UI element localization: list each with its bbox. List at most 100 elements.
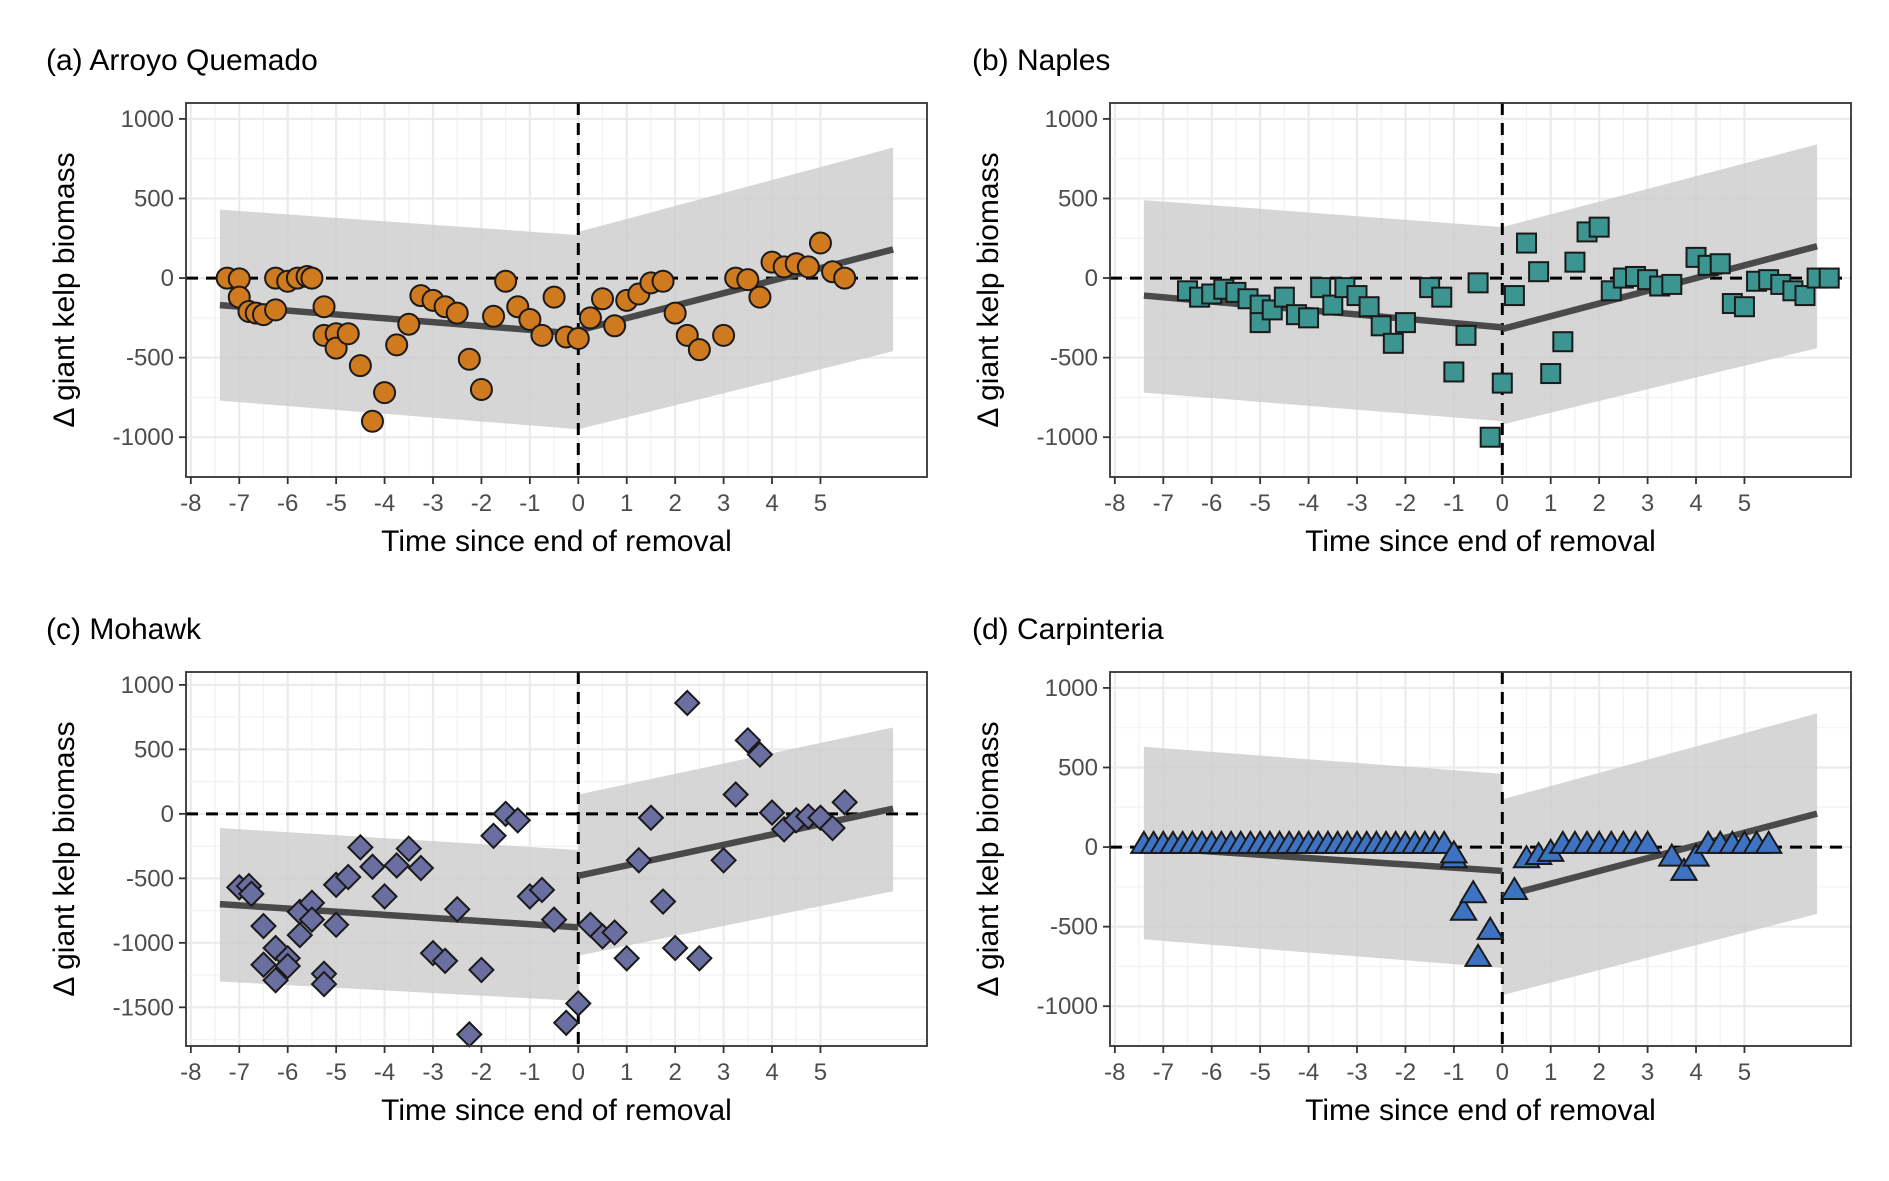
data-point [722,781,750,808]
data-point [734,726,762,754]
data-point [407,854,435,882]
data-point [673,689,701,717]
data-point [1588,216,1610,238]
x-tick-label: -1 [519,490,540,517]
panel-title: (a) Arroyo Quemado [46,44,318,77]
panel-c: -8 -7 -6 -5 -4 -3 -2 -1 0 1 2 3 4 5 -1500 -1000 -500 0 500… [46,613,928,1127]
plot-border [1109,671,1852,1047]
y-tick-label: -500 [126,345,174,372]
data-point [286,921,314,949]
data-point [300,266,324,290]
data-point [712,323,736,347]
data-point [1370,315,1392,337]
x-tick-label: -2 [1395,490,1416,517]
data-point [1669,856,1699,881]
data-point [1552,331,1574,353]
x-tick-label: -7 [1153,1059,1174,1086]
data-point [540,906,568,934]
data-points [1176,216,1840,448]
data-point [833,266,857,290]
data-point [1273,286,1295,308]
y-tick-label: 1000 [1045,675,1098,702]
data-point [504,806,532,834]
panel-a: -8 -7 -6 -5 -4 -3 -2 -1 0 1 2 3 4 5 -1000 -500 0 500 1000 (… [46,44,928,558]
data-point [649,888,677,915]
y-axis-label: Δ giant kelp biomass [972,721,1005,996]
x-tick-label: 3 [717,490,730,517]
data-point [564,990,592,1017]
x-tick-label: 1 [620,1059,633,1086]
data-point [336,322,360,346]
data-point [1564,251,1586,273]
data-point [1467,272,1489,294]
x-tick-label: -3 [422,1059,443,1086]
x-axis-label: Time since end of removal [381,1094,732,1127]
y-axis-label: Δ giant kelp biomass [48,152,81,427]
data-points [215,231,857,433]
data-point [262,966,290,994]
x-tick-label: -6 [1201,490,1222,517]
x-tick-label: -5 [325,490,346,517]
y-tick-label: 0 [1085,834,1098,861]
x-tick-label: 0 [572,490,585,517]
data-point [310,970,338,998]
x-tick-label: -8 [180,490,201,517]
y-tick-label: 500 [1058,754,1098,781]
data-point [591,287,615,311]
data-point [494,269,518,293]
data-point [482,304,506,328]
data-point [1818,267,1840,289]
data-point [383,852,411,879]
x-tick-label: 4 [1689,1059,1702,1086]
x-tick-label: -4 [1298,490,1319,517]
data-point [1479,426,1501,448]
x-tick-label: 2 [668,1059,681,1086]
plot-border [1109,102,1852,478]
data-point [1503,285,1525,307]
x-tick-label: 5 [814,490,827,517]
x-tick-label: 3 [1641,490,1654,517]
fit-line-after [577,246,894,334]
x-tick-label: -2 [1395,1059,1416,1086]
x-tick-label: -7 [229,1059,250,1086]
data-point [1661,273,1683,295]
data-point [237,880,265,908]
x-tick-label: 5 [814,1059,827,1086]
data-point [1528,261,1550,283]
x-tick-label: 2 [668,490,681,517]
y-tick-label: 1000 [121,672,174,699]
data-point [457,347,481,371]
data-point [1431,286,1453,308]
data-point [431,947,459,975]
y-tick-label: -500 [1050,914,1098,941]
data-point [566,327,590,351]
x-tick-label: 4 [765,490,778,517]
data-point [1463,942,1493,967]
x-tick-label: -1 [1443,1059,1464,1086]
y-tick-label: -1000 [113,424,174,451]
data-point [1633,829,1662,854]
y-tick-label: 0 [161,265,174,292]
data-point [1394,312,1416,334]
data-point [1310,277,1332,299]
x-tick-label: 0 [1496,1059,1509,1086]
panel-d: -8 -7 -6 -5 -4 -3 -2 -1 0 1 2 3 4 5 -1000 -500 0 500 1000 (… [972,613,1852,1127]
data-point [1322,294,1344,316]
data-point [651,269,675,293]
data-point [625,846,653,874]
data-point [661,934,689,962]
data-point [385,333,409,357]
data-point [758,799,786,826]
data-point [1794,285,1816,307]
data-point [603,314,627,338]
data-point [748,285,772,309]
data-point [359,853,386,881]
x-tick-label: -6 [1201,1059,1222,1086]
data-point [1475,915,1505,940]
data-point [346,833,374,861]
y-tick-label: -1000 [113,930,174,957]
data-point [1540,363,1562,385]
plot-border [185,671,928,1047]
data-point [443,895,471,923]
